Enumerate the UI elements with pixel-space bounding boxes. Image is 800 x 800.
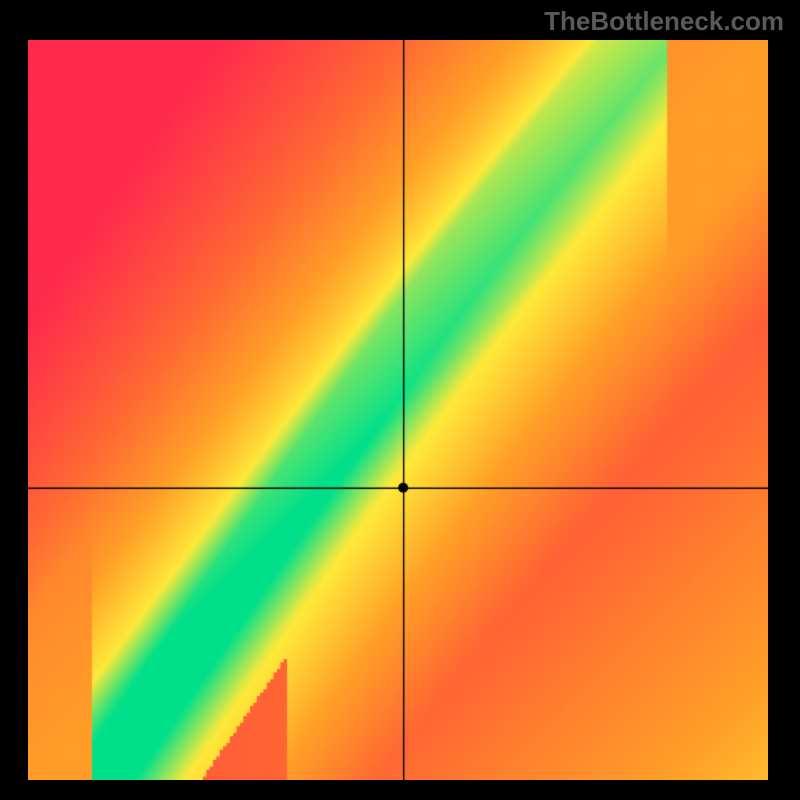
bottleneck-heatmap	[28, 40, 768, 780]
watermark-text: TheBottleneck.com	[544, 6, 784, 37]
chart-container: TheBottleneck.com	[0, 0, 800, 800]
